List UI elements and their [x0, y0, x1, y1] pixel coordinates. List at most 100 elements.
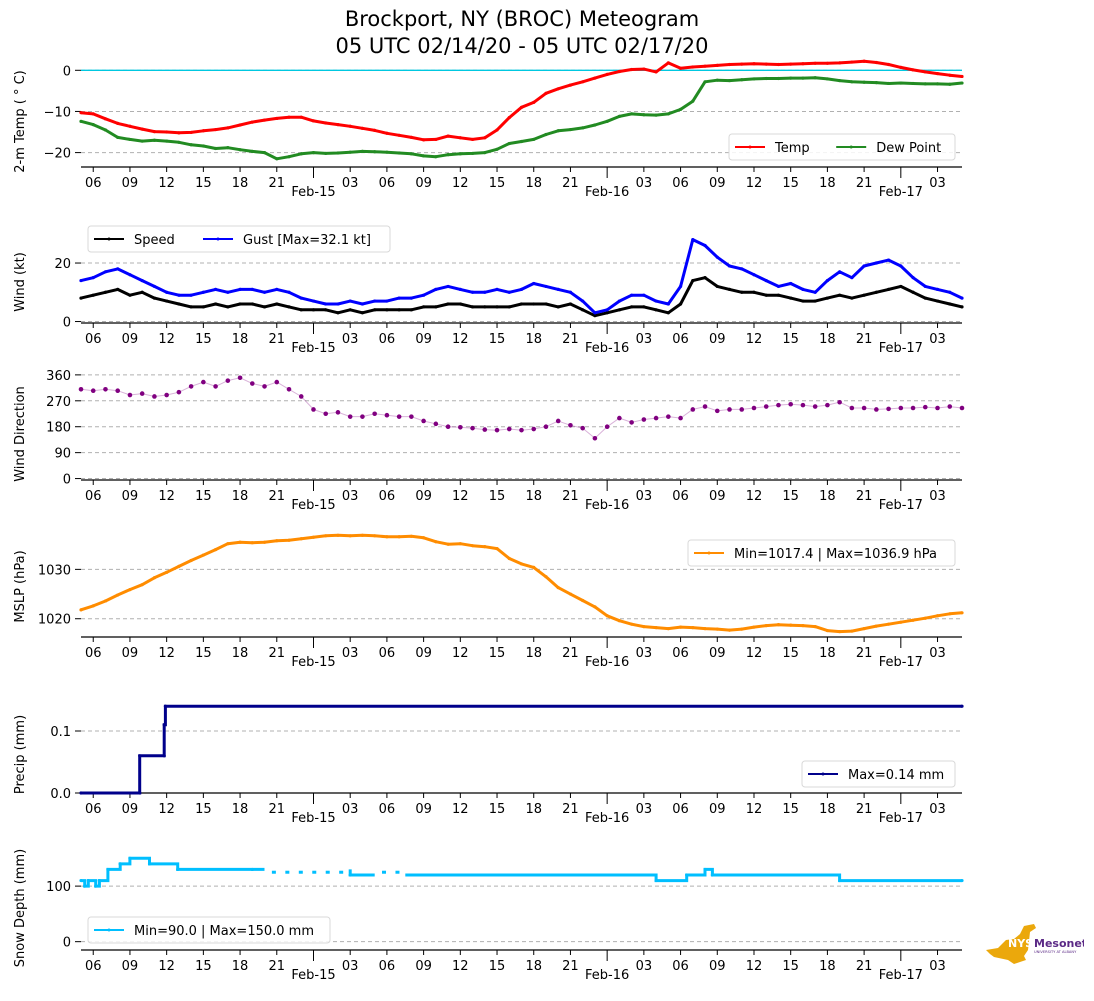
data-point: [250, 149, 254, 153]
data-point: [360, 149, 365, 153]
data-point: [960, 296, 964, 300]
data-point: [789, 623, 793, 627]
data-point: [764, 76, 768, 81]
data-point: [532, 565, 536, 569]
data-point: [948, 302, 952, 306]
legend-marker: [748, 145, 752, 149]
x-tick-label: 18: [525, 959, 542, 974]
data-point: [532, 100, 536, 104]
panel-mslp: 1020 1030 MSLP (hPa) 06 09 12 15 18 21 03 06 09 12 15…: [13, 533, 964, 670]
data-point: [91, 293, 95, 297]
data-point: [348, 308, 352, 312]
x-tick-label: 06: [85, 332, 102, 347]
data-point: [348, 299, 352, 303]
wind-direction-point: [947, 404, 953, 409]
data-point: [519, 139, 524, 144]
data-point: [838, 78, 842, 83]
data-point: [213, 146, 218, 151]
data-point: [287, 115, 291, 119]
data-point: [250, 120, 254, 124]
data-point: [238, 148, 242, 152]
x-tick-label: 06: [379, 959, 396, 974]
data-point: [339, 870, 344, 874]
y-tick-label: 0.0: [50, 787, 71, 802]
x-day-label: Feb-15: [291, 655, 335, 670]
data-point: [581, 80, 585, 84]
data-point: [434, 287, 438, 291]
data-point: [850, 629, 854, 633]
x-day-label: Feb-17: [879, 655, 923, 670]
data-point: [86, 878, 90, 883]
data-point: [483, 290, 487, 294]
data-point: [801, 76, 805, 80]
legend-label: Temp: [774, 141, 810, 156]
x-tick-label: 12: [452, 959, 469, 974]
chart-title-line2: 05 UTC 02/14/20 - 05 UTC 02/17/20: [335, 34, 709, 58]
data-point: [642, 625, 646, 629]
data-point: [630, 305, 634, 309]
wind-direction-point: [396, 414, 402, 419]
data-point: [581, 299, 585, 303]
data-point: [201, 305, 205, 309]
data-point: [568, 302, 573, 306]
data-point: [654, 70, 658, 74]
x-day-label: Feb-15: [291, 185, 335, 200]
data-point: [189, 143, 193, 147]
data-point: [960, 878, 964, 883]
x-tick-label: 06: [85, 489, 102, 504]
data-point: [311, 299, 316, 303]
x-tick-label: 09: [709, 489, 726, 504]
data-point: [299, 152, 303, 156]
data-point: [483, 136, 487, 140]
data-point: [923, 82, 927, 86]
x-tick-label: 15: [195, 646, 212, 661]
data-point: [382, 870, 387, 874]
wind-direction-point: [653, 415, 659, 421]
data-point: [605, 308, 609, 312]
data-point: [385, 131, 389, 135]
x-tick-label: 09: [415, 646, 432, 661]
data-point: [617, 69, 621, 74]
x-tick-label: 15: [782, 176, 799, 191]
x-tick-label: 06: [672, 176, 689, 191]
data-point: [152, 296, 157, 300]
data-point: [813, 299, 817, 303]
data-point: [678, 107, 683, 111]
x-tick-label: 15: [782, 489, 799, 504]
x-tick-label: 03: [342, 176, 359, 191]
data-point: [923, 296, 927, 300]
x-tick-label: 15: [195, 332, 212, 347]
x-tick-label: 03: [342, 959, 359, 974]
y-axis-label: Snow Depth (mm): [13, 849, 28, 967]
wind-direction-point: [409, 414, 414, 419]
x-tick-label: 18: [819, 802, 836, 817]
y-tick-label: 1030: [38, 563, 71, 578]
data-point: [776, 76, 781, 81]
data-point: [874, 81, 878, 85]
data-point: [397, 133, 401, 137]
data-point: [189, 305, 193, 309]
wind-direction-point: [421, 418, 426, 424]
data-point: [373, 534, 377, 538]
x-tick-label: 03: [929, 959, 946, 974]
data-point: [140, 583, 144, 587]
wind-direction-point: [861, 405, 867, 411]
data-point: [189, 293, 193, 297]
data-point: [776, 293, 781, 297]
data-point: [715, 255, 719, 259]
wind-direction-point: [690, 407, 696, 412]
x-tick-label: 09: [415, 802, 432, 817]
data-point: [446, 542, 450, 546]
data-point: [116, 593, 120, 597]
wind-direction-point: [666, 414, 671, 419]
data-point: [434, 137, 438, 142]
x-tick-label: 18: [232, 489, 249, 504]
data-point: [923, 616, 927, 620]
legend-box: [687, 539, 956, 567]
data-point: [360, 311, 365, 315]
legend-label: Min=1017.4 | Max=1036.9 hPa: [734, 547, 937, 562]
data-point: [605, 119, 609, 123]
data-point: [642, 113, 646, 117]
data-point: [409, 296, 413, 300]
data-point: [886, 81, 891, 86]
